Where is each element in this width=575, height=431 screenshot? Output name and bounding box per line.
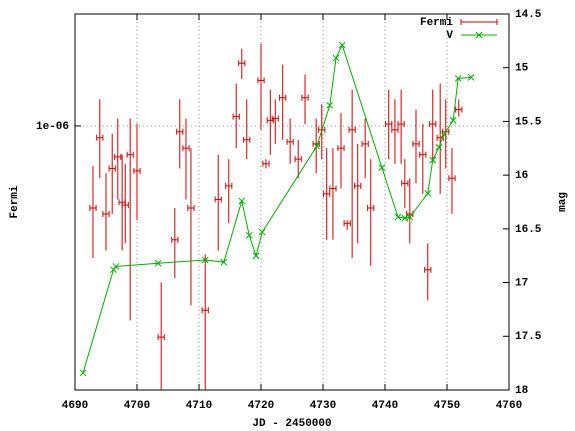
data-point <box>252 252 260 260</box>
data-point <box>201 256 209 264</box>
data-point <box>449 117 457 124</box>
y-axis-label: Fermi <box>9 185 21 218</box>
data-point <box>154 259 162 267</box>
data-point <box>435 143 443 151</box>
y2-tick-label: 14.5 <box>515 9 542 21</box>
data-point <box>79 369 87 377</box>
x-tick-label: 4750 <box>434 400 460 412</box>
y2-tick-label: 16.5 <box>515 224 542 236</box>
x-tick-label: 4710 <box>186 400 212 412</box>
data-point <box>406 213 414 221</box>
x-tick-label: 4720 <box>248 400 274 412</box>
x-tick-label: 4690 <box>62 400 88 412</box>
data-point <box>313 142 321 150</box>
x-axis-label: JD - 2450000 <box>252 418 331 430</box>
data-point <box>401 214 409 222</box>
x-tick-label: 4700 <box>124 400 150 412</box>
data-point <box>110 266 117 274</box>
y2-tick-label: 17 <box>515 277 528 289</box>
data-point <box>332 54 340 62</box>
x-tick-label: 4740 <box>372 400 398 412</box>
data-point <box>394 213 402 221</box>
y2-axis-label: mag <box>557 192 569 212</box>
x-tick-label: 4730 <box>310 400 336 412</box>
data-point <box>326 101 334 109</box>
data-point <box>454 75 462 82</box>
legend-label: V <box>446 30 453 42</box>
y2-tick-label: 16 <box>515 170 528 182</box>
plot-frame <box>74 13 510 391</box>
data-point <box>467 74 475 81</box>
data-line <box>82 43 472 373</box>
y2-tick-label: 15 <box>515 63 529 75</box>
data-point <box>429 156 437 164</box>
legend-label: Fermi <box>420 17 453 29</box>
legend-swatch <box>475 31 483 39</box>
data-point <box>424 190 432 197</box>
y2-tick-label: 18 <box>515 385 529 397</box>
y2-tick-label: 15.5 <box>515 116 542 128</box>
x-tick-label: 4760 <box>496 400 522 412</box>
data-point <box>440 130 448 138</box>
data-point <box>378 164 386 171</box>
y2-tick-label: 17.5 <box>515 331 542 343</box>
data-point <box>238 197 246 205</box>
data-point <box>220 258 228 266</box>
data-point <box>112 263 120 270</box>
y-tick-label: 1e-06 <box>36 121 69 133</box>
data-point <box>338 41 346 49</box>
data-point <box>245 231 253 239</box>
data-point <box>258 228 266 236</box>
plot-area <box>79 41 475 390</box>
